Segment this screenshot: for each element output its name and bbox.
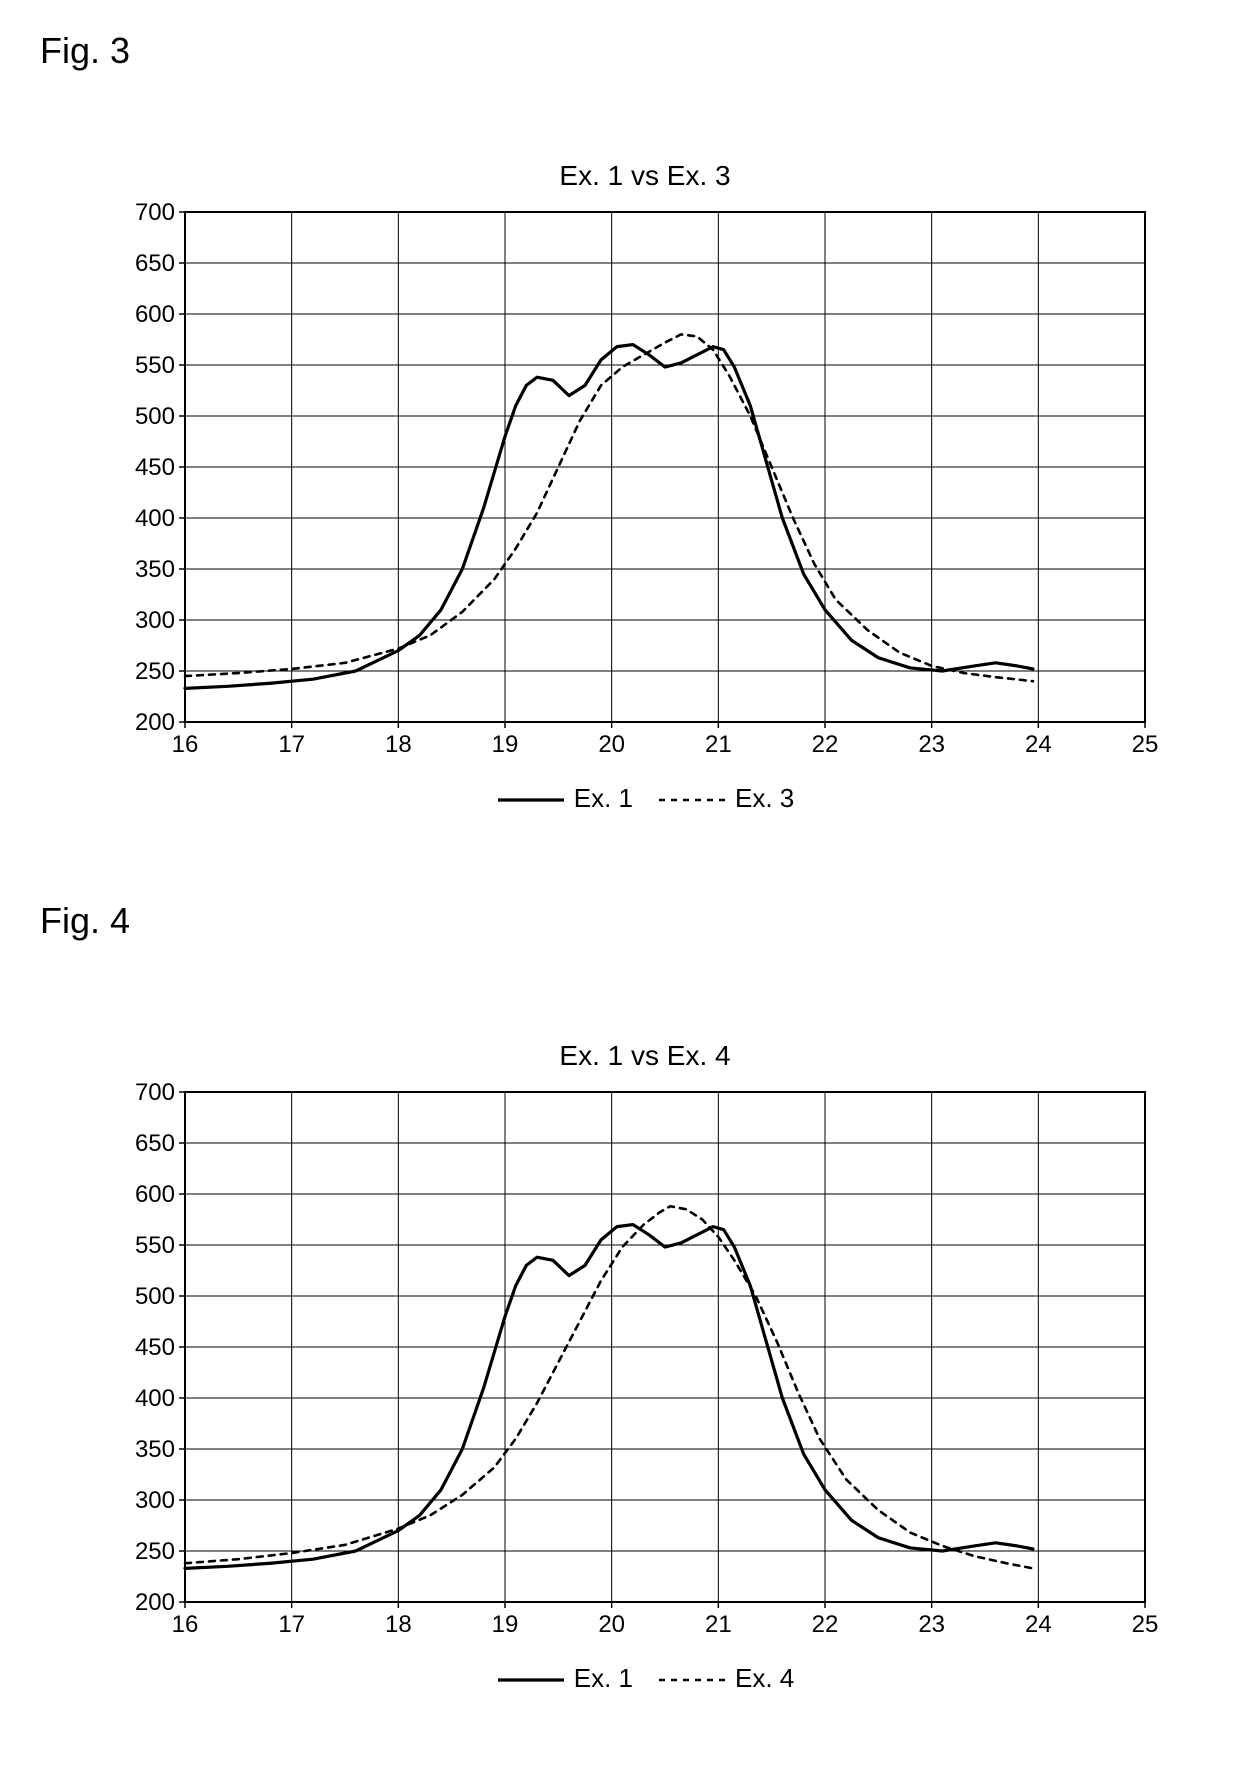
legend-label: Ex. 4 [735, 1663, 794, 1693]
svg-text:450: 450 [135, 454, 175, 481]
svg-text:500: 500 [135, 1283, 175, 1310]
svg-text:450: 450 [135, 1334, 175, 1361]
svg-text:700: 700 [135, 202, 175, 226]
legend-label: Ex. 3 [735, 783, 794, 813]
svg-text:200: 200 [135, 1589, 175, 1616]
chart-3-title: Ex. 1 vs Ex. 3 [115, 160, 1175, 192]
svg-text:16: 16 [172, 1611, 199, 1638]
figure-label-4: Fig. 4 [40, 900, 130, 942]
svg-text:350: 350 [135, 1436, 175, 1463]
legend-label: Ex. 1 [574, 1663, 633, 1693]
svg-text:17: 17 [278, 731, 305, 758]
svg-text:700: 700 [135, 1082, 175, 1106]
svg-text:650: 650 [135, 250, 175, 277]
chart-3-container: Ex. 1 vs Ex. 3 16 17 18 19 20 21 22 23 24 25 200 25… [115, 160, 1175, 814]
svg-text:400: 400 [135, 1385, 175, 1412]
svg-text:550: 550 [135, 352, 175, 379]
svg-text:25: 25 [1132, 731, 1159, 758]
chart-4-title: Ex. 1 vs Ex. 4 [115, 1040, 1175, 1072]
svg-text:21: 21 [705, 1611, 732, 1638]
svg-text:250: 250 [135, 1538, 175, 1565]
svg-text:550: 550 [135, 1232, 175, 1259]
chart-4-legend: Ex. 1 Ex. 4 [115, 1663, 1175, 1694]
svg-text:24: 24 [1025, 1611, 1052, 1638]
svg-text:22: 22 [812, 1611, 839, 1638]
svg-text:600: 600 [135, 1181, 175, 1208]
chart-4-plot: 16 17 18 19 20 21 22 23 24 25 200 250 300 350 400 450 50… [115, 1082, 1175, 1652]
svg-text:21: 21 [705, 731, 732, 758]
svg-text:19: 19 [492, 1611, 519, 1638]
chart-4-container: Ex. 1 vs Ex. 4 16 17 18 19 20 21 22 23 24 25 200 25… [115, 1040, 1175, 1694]
svg-text:20: 20 [598, 1611, 625, 1638]
svg-text:25: 25 [1132, 1611, 1159, 1638]
svg-text:18: 18 [385, 1611, 412, 1638]
svg-text:500: 500 [135, 403, 175, 430]
svg-text:22: 22 [812, 731, 839, 758]
svg-text:300: 300 [135, 607, 175, 634]
figure-label-3: Fig. 3 [40, 30, 130, 72]
svg-text:17: 17 [278, 1611, 305, 1638]
chart-3-legend: Ex. 1 Ex. 3 [115, 783, 1175, 814]
svg-text:300: 300 [135, 1487, 175, 1514]
svg-text:250: 250 [135, 658, 175, 685]
svg-text:24: 24 [1025, 731, 1052, 758]
svg-text:200: 200 [135, 709, 175, 736]
svg-text:16: 16 [172, 731, 199, 758]
svg-text:18: 18 [385, 731, 412, 758]
legend-label: Ex. 1 [574, 783, 633, 813]
svg-text:23: 23 [918, 1611, 945, 1638]
svg-text:600: 600 [135, 301, 175, 328]
chart-3-plot: 16 17 18 19 20 21 22 23 24 25 200 250 300 350 400 450 50… [115, 202, 1175, 772]
svg-text:650: 650 [135, 1130, 175, 1157]
svg-text:23: 23 [918, 731, 945, 758]
svg-text:19: 19 [492, 731, 519, 758]
svg-text:350: 350 [135, 556, 175, 583]
svg-text:20: 20 [598, 731, 625, 758]
svg-text:400: 400 [135, 505, 175, 532]
